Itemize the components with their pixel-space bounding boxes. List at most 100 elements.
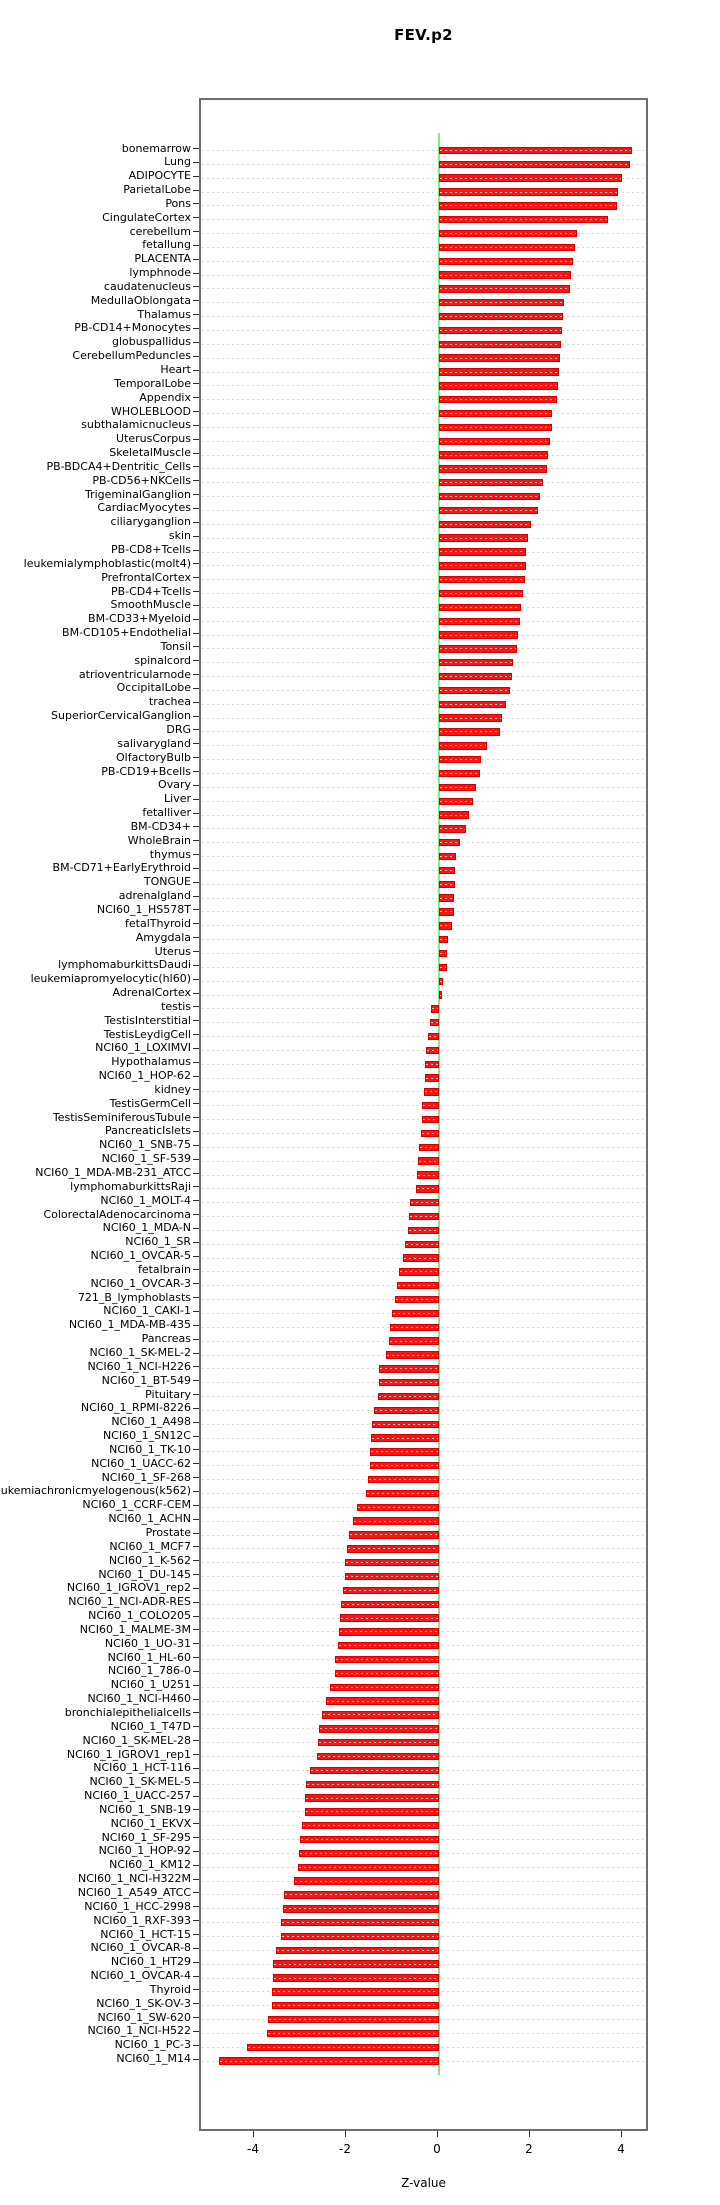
bar — [439, 977, 443, 985]
y-tick — [193, 1560, 199, 1562]
bar-dash-pattern — [440, 731, 499, 733]
bar — [439, 880, 455, 888]
bar-dash-pattern — [339, 1631, 438, 1633]
bar — [416, 1185, 439, 1193]
bar — [439, 617, 520, 625]
gridline — [202, 1008, 645, 1010]
category-label: DRG — [166, 722, 191, 736]
y-tick — [193, 1906, 199, 1908]
bar-dash-pattern — [371, 1451, 438, 1453]
category-label: NCI60_1_UACC-257 — [84, 1789, 191, 1803]
bar — [439, 409, 553, 418]
bar — [338, 1628, 439, 1636]
y-tick — [193, 1214, 199, 1216]
category-label: NCI60_1_SF-268 — [101, 1470, 191, 1484]
bar-dash-pattern — [392, 1312, 438, 1314]
bar — [439, 603, 521, 612]
bar — [439, 520, 531, 528]
category-label: NCI60_1_SK-OV-3 — [96, 1996, 191, 2010]
gridline — [202, 509, 645, 511]
bar — [275, 1946, 439, 1955]
bar-dash-pattern — [440, 579, 524, 581]
y-tick — [193, 327, 199, 329]
category-label: NCI60_1_RXF-393 — [93, 1913, 191, 1927]
bar-dash-pattern — [421, 1132, 438, 1134]
category-label: NCI60_1_HL-60 — [107, 1650, 191, 1664]
zero-line — [438, 133, 440, 2075]
bar — [298, 1849, 439, 1858]
bar-dash-pattern — [440, 883, 454, 885]
bar — [310, 1766, 439, 1775]
bar — [371, 1434, 439, 1442]
bar — [439, 506, 538, 515]
bar-dash-pattern — [440, 219, 608, 221]
bar — [439, 714, 503, 722]
category-label: TrigeminalGanglion — [84, 487, 191, 501]
category-label: NCI60_1_SN12C — [102, 1429, 191, 1443]
category-label: fetalbrain — [137, 1262, 191, 1276]
category-label: NCI60_1_BT-549 — [101, 1373, 191, 1387]
y-tick — [193, 1809, 199, 1811]
category-label: NCI60_1_PC-3 — [114, 2038, 191, 2052]
bar — [439, 825, 467, 833]
y-tick — [193, 1435, 199, 1437]
y-tick — [193, 1837, 199, 1839]
y-tick — [193, 1823, 199, 1825]
category-label: NCI60_1_MDA-MB-435 — [68, 1318, 191, 1332]
bar — [409, 1199, 439, 1207]
category-label: bonemarrow — [121, 141, 191, 155]
gridline — [202, 745, 645, 747]
category-label: NCI60_1_HCT-15 — [100, 1927, 191, 1941]
category-label: NCI60_1_NCI-H522 — [87, 2024, 191, 2038]
bar-dash-pattern — [430, 1022, 438, 1024]
y-tick — [193, 1352, 199, 1354]
y-tick — [193, 577, 199, 579]
gridline — [202, 925, 645, 927]
bar — [439, 866, 456, 875]
y-tick — [193, 867, 199, 869]
category-label: NCI60_1_SW-620 — [97, 2010, 191, 2024]
y-tick — [193, 1629, 199, 1631]
bar-dash-pattern — [440, 496, 540, 498]
category-label: Appendix — [139, 390, 191, 404]
bar-dash-pattern — [440, 856, 455, 858]
gridline — [202, 274, 645, 276]
bar — [439, 423, 552, 432]
bar-dash-pattern — [311, 1769, 438, 1771]
bar — [439, 229, 577, 238]
bar-dash-pattern — [338, 1645, 438, 1647]
bar-dash-pattern — [386, 1354, 438, 1356]
gridline — [202, 371, 645, 373]
x-tick — [620, 2131, 622, 2137]
bar — [439, 783, 476, 792]
bar-dash-pattern — [268, 2032, 438, 2034]
bar — [304, 1808, 439, 1816]
bar-dash-pattern — [378, 1396, 438, 1398]
bar — [439, 659, 513, 667]
y-tick — [193, 549, 199, 551]
bar-dash-pattern — [318, 1756, 438, 1757]
x-tick — [252, 2131, 254, 2137]
x-axis-label: Z-value — [401, 2176, 446, 2190]
bar-dash-pattern — [299, 1866, 438, 1868]
gridline — [202, 731, 645, 733]
bar — [419, 1143, 439, 1152]
y-tick — [193, 272, 199, 274]
y-tick — [193, 1421, 199, 1423]
bar — [273, 1960, 439, 1968]
y-tick — [193, 1920, 199, 1922]
bar-dash-pattern — [274, 1963, 438, 1965]
gridline — [202, 1063, 645, 1065]
bar — [283, 1905, 439, 1913]
gridline — [202, 883, 645, 885]
y-tick — [193, 660, 199, 662]
bar-dash-pattern — [358, 1506, 438, 1508]
y-tick — [193, 383, 199, 385]
bar-dash-pattern — [418, 1174, 438, 1176]
bar — [428, 1032, 439, 1041]
bar — [439, 160, 630, 169]
gridline — [202, 786, 645, 788]
y-tick — [193, 771, 199, 773]
bar-dash-pattern — [369, 1479, 438, 1481]
